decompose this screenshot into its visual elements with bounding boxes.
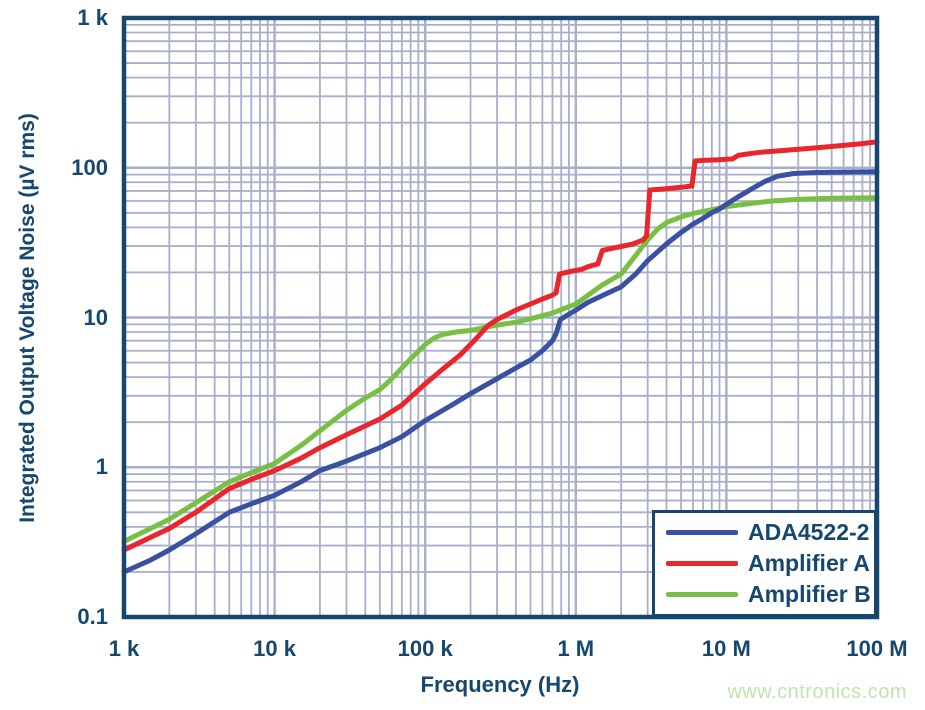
legend-swatch-icon: [666, 592, 738, 597]
y-tick-label: 1 k: [77, 5, 108, 30]
x-tick-label: 1 M: [557, 636, 595, 661]
curve-ada4522-2: [121, 169, 880, 575]
legend-swatch-icon: [666, 561, 738, 566]
curve-amplifier-b: [121, 195, 880, 544]
curve-amplifier-a: [121, 139, 880, 553]
watermark-text: www.cntronics.com: [727, 681, 907, 703]
y-tick-label: 100: [71, 154, 108, 180]
y-tick-label: 10: [83, 304, 108, 330]
y-axis-title: Integrated Output Voltage Noise (µV rms): [16, 113, 39, 523]
x-axis-title: Frequency (Hz): [420, 672, 580, 697]
x-tick-label: 100 M: [846, 636, 908, 661]
x-tick-label: 1 k: [108, 636, 140, 661]
y-tick-label: 0.1: [77, 604, 108, 629]
x-tick-label: 10 k: [253, 636, 297, 661]
legend-label: Amplifier A: [748, 550, 870, 576]
legend-row: Amplifier B: [655, 583, 874, 606]
legend-label: Amplifier B: [748, 581, 871, 607]
legend-row: Amplifier A: [655, 552, 874, 575]
legend-label: ADA4522-2: [748, 519, 870, 545]
x-tick-label: 100 k: [397, 636, 453, 661]
plot-border: [121, 15, 880, 620]
legend-row: ADA4522-2: [655, 521, 874, 544]
legend-swatch-icon: [666, 530, 738, 535]
x-tick-label: 10 M: [701, 636, 751, 661]
legend: ADA4522-2 Amplifier A Amplifier B: [652, 510, 877, 617]
y-tick-label: 1: [95, 454, 108, 480]
